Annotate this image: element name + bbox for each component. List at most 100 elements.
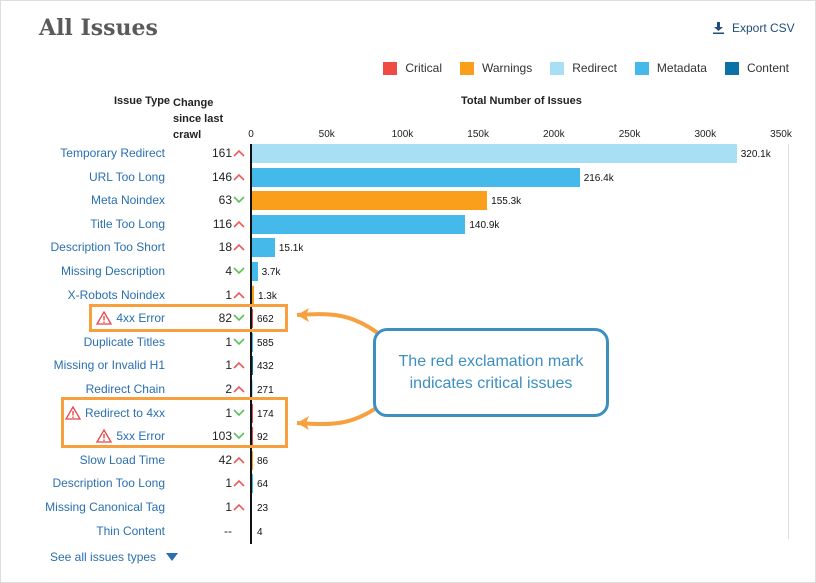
caret-down-icon: [166, 553, 179, 561]
change-number: 1: [225, 334, 232, 349]
bar-value-label: 271: [257, 385, 274, 396]
issue-link[interactable]: Title Too Long: [90, 217, 165, 231]
issue-link[interactable]: Missing Canonical Tag: [45, 500, 165, 514]
callout-note: The red exclamation mark indicates criti…: [373, 328, 609, 417]
x-tick-label: 250k: [618, 129, 641, 140]
bar-value-label: 23: [257, 503, 269, 514]
issue-link[interactable]: Redirect to 4xx: [64, 405, 165, 420]
issue-link[interactable]: URL Too Long: [89, 170, 165, 184]
change-number: 146: [211, 169, 232, 184]
bar-value-label: 662: [257, 314, 274, 326]
issue-link[interactable]: Redirect Chain: [86, 382, 165, 396]
bar[interactable]: [252, 356, 253, 376]
critical-warning-icon: [96, 311, 113, 325]
export-csv-label: Export CSV: [732, 21, 795, 35]
change-value: 1: [225, 358, 245, 372]
legend-swatch: [383, 61, 398, 75]
x-tick-label: 0: [248, 129, 254, 140]
issue-name: Missing Canonical Tag: [45, 500, 165, 514]
issue-link[interactable]: Thin Content: [96, 524, 165, 538]
bar-value-label: 86: [257, 455, 269, 467]
change-value: 42: [219, 453, 245, 467]
change-value: 1: [225, 406, 245, 420]
issue-name: Description Too Long: [52, 476, 165, 491]
bar-value-label: 140.9k: [469, 219, 500, 231]
bar[interactable]: [252, 191, 488, 211]
change-number: 1: [225, 358, 232, 373]
issue-link[interactable]: Duplicate Titles: [84, 335, 165, 349]
critical-warning-icon: [64, 405, 81, 420]
see-all-issues-link[interactable]: See all issues types: [50, 550, 179, 564]
legend-item[interactable]: Warnings: [459, 61, 532, 75]
bar[interactable]: [252, 238, 275, 258]
issue-name: Redirect to 4xx: [84, 405, 165, 420]
issue-link[interactable]: Description Too Short: [50, 240, 165, 254]
change-number: 63: [218, 193, 232, 208]
change-number: --: [224, 523, 232, 538]
issue-link[interactable]: Temporary Redirect: [60, 146, 165, 160]
bar-value-label: 155.3k: [491, 196, 522, 208]
change-number: 1: [225, 476, 232, 491]
bar[interactable]: [252, 144, 737, 163]
trend-down-icon: [233, 267, 245, 275]
change-header: Change since last crawl: [173, 97, 224, 141]
issue-link[interactable]: X-Robots Noindex: [68, 288, 165, 302]
trend-up-icon: [233, 362, 245, 369]
page-title: All Issues: [39, 15, 158, 41]
bar[interactable]: [252, 167, 580, 187]
legend-item[interactable]: Content: [724, 61, 789, 75]
change-value: 4: [225, 264, 245, 278]
issue-link[interactable]: Description Too Long: [52, 476, 165, 490]
change-value: 116: [213, 217, 245, 231]
highlight-box-redirect-5xx: [61, 397, 288, 448]
trend-up-icon: [233, 480, 245, 487]
trend-down-icon: [233, 314, 245, 322]
change-value: 1: [225, 335, 245, 349]
export-csv-button[interactable]: Export CSV: [713, 21, 795, 35]
plot-right-border: [788, 144, 789, 539]
bar[interactable]: [252, 262, 258, 281]
trend-up-icon: [233, 385, 245, 393]
issue-link[interactable]: Slow Load Time: [80, 453, 165, 467]
issue-name: Missing or Invalid H1: [53, 358, 165, 373]
legend-label: Content: [746, 61, 789, 75]
legend: Critical Warnings Redirect Metadata Content: [383, 61, 789, 75]
legend-label: Redirect: [572, 61, 617, 75]
change-value: 161: [212, 146, 245, 160]
bar[interactable]: [252, 285, 254, 305]
issue-name: 4xx Error: [116, 311, 165, 326]
x-tick-label: 100k: [391, 129, 414, 140]
issue-link[interactable]: 5xx Error: [96, 429, 165, 443]
total-header: Total Number of Issues: [461, 95, 582, 107]
issue-link[interactable]: 4xx Error: [96, 311, 165, 325]
change-number: 4: [225, 264, 232, 278]
legend-swatch: [550, 61, 565, 75]
change-value: 103: [212, 429, 245, 443]
trend-up-icon: [233, 291, 245, 299]
bar[interactable]: [252, 309, 253, 329]
trend-up-icon: [233, 220, 245, 228]
change-value: 18: [219, 240, 245, 254]
legend-swatch: [724, 61, 739, 75]
legend-item[interactable]: Metadata: [634, 61, 707, 75]
x-tick-label: 350k: [770, 129, 792, 140]
legend-label: Metadata: [656, 61, 707, 75]
bar-value-label: 64: [257, 479, 269, 491]
legend-item[interactable]: Critical: [383, 61, 442, 75]
change-value: --: [224, 524, 245, 538]
change-number: 161: [211, 146, 232, 160]
trend-down-icon: [233, 432, 245, 440]
bar[interactable]: [252, 214, 466, 234]
change-value: 146: [212, 170, 245, 184]
issue-link[interactable]: Meta Noindex: [91, 193, 165, 207]
legend-item[interactable]: Redirect: [550, 61, 617, 75]
issue-link[interactable]: Missing or Invalid H1: [54, 358, 165, 372]
change-value: 2: [225, 382, 245, 396]
bar[interactable]: [252, 332, 253, 352]
issue-link[interactable]: Missing Description: [61, 264, 165, 278]
change-value: 1: [225, 288, 245, 302]
bar-value-label: 1.3k: [257, 290, 277, 302]
issue-name: Title Too Long: [90, 216, 165, 231]
bar-value-label: 92: [257, 432, 269, 444]
